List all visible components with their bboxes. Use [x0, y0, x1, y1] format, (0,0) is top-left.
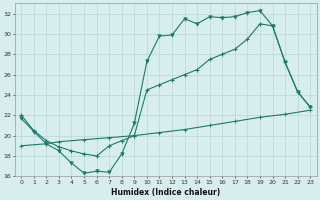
X-axis label: Humidex (Indice chaleur): Humidex (Indice chaleur) — [111, 188, 220, 197]
